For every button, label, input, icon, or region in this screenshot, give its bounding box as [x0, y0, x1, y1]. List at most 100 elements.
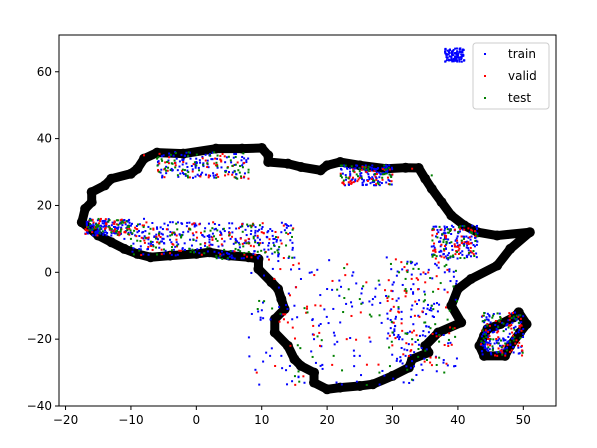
point-train [257, 310, 260, 313]
africa-outline-point [446, 300, 457, 311]
point-test [247, 251, 250, 254]
point-test [431, 227, 434, 230]
point-test [258, 243, 261, 246]
point-train [347, 183, 350, 186]
point-train [203, 244, 206, 247]
point-valid [352, 181, 355, 184]
point-train [487, 341, 490, 344]
point-valid [463, 228, 466, 231]
point-valid [457, 245, 460, 248]
point-train [448, 55, 451, 58]
point-test [248, 242, 251, 245]
africa-outline-point [400, 162, 411, 173]
point-valid [343, 183, 346, 186]
point-test [388, 173, 391, 176]
point-test [132, 253, 135, 256]
point-valid [166, 169, 169, 172]
point-valid [365, 363, 368, 366]
point-valid [128, 227, 131, 230]
point-train [284, 223, 287, 226]
point-valid [220, 237, 223, 240]
point-train [171, 221, 174, 224]
point-train [361, 181, 364, 184]
point-valid [497, 330, 500, 333]
point-train [410, 273, 413, 276]
point-test [290, 235, 293, 238]
point-test [443, 265, 446, 268]
point-test [515, 314, 518, 317]
point-train [427, 268, 430, 271]
point-test [241, 225, 244, 228]
point-valid [171, 243, 174, 246]
africa-outline-point [276, 294, 287, 305]
point-train [390, 166, 393, 169]
point-test [452, 254, 455, 257]
point-train [163, 242, 166, 245]
africa-outline-point [309, 377, 320, 388]
point-train [157, 160, 160, 163]
africa-outline-point [106, 237, 117, 248]
point-test [214, 237, 217, 240]
point-valid [381, 168, 384, 171]
point-valid [446, 291, 449, 294]
point-train [343, 164, 346, 167]
point-valid [143, 241, 146, 244]
point-train [498, 337, 501, 340]
point-train [400, 346, 403, 349]
point-train [231, 171, 234, 174]
point-valid [389, 309, 392, 312]
point-train [417, 314, 420, 317]
point-train [390, 268, 393, 271]
point-train [480, 350, 483, 353]
point-valid [244, 239, 247, 242]
point-train [446, 364, 449, 367]
point-test [155, 246, 158, 249]
point-train [206, 250, 209, 253]
point-test [166, 160, 169, 163]
point-valid [207, 176, 210, 179]
point-train [485, 316, 488, 319]
point-train [361, 183, 364, 186]
point-valid [467, 241, 470, 244]
point-train [196, 173, 199, 176]
point-valid [339, 172, 342, 175]
point-train [451, 60, 454, 63]
point-train [310, 350, 313, 353]
point-train [460, 51, 463, 54]
point-train [350, 301, 353, 304]
point-valid [274, 230, 277, 233]
point-train [289, 239, 292, 242]
point-train [163, 222, 166, 225]
point-valid [160, 248, 163, 251]
point-test [108, 219, 111, 222]
point-valid [140, 236, 143, 239]
point-train [165, 165, 168, 168]
point-train [400, 310, 403, 313]
point-valid [458, 244, 461, 247]
point-test [206, 246, 209, 249]
point-test [227, 155, 230, 158]
point-valid [350, 181, 353, 184]
point-train [320, 345, 323, 348]
point-train [459, 56, 462, 59]
point-test [97, 217, 100, 220]
point-test [275, 236, 278, 239]
point-train [271, 267, 274, 270]
point-train [432, 315, 435, 318]
point-test [339, 175, 342, 178]
africa-outline-point [387, 370, 398, 381]
point-train [425, 313, 428, 316]
point-valid [128, 233, 131, 236]
point-valid [427, 271, 430, 274]
point-train [456, 50, 459, 53]
point-valid [474, 230, 477, 233]
point-train [166, 235, 169, 238]
point-valid [182, 161, 185, 164]
point-train [511, 321, 514, 324]
point-train [495, 351, 498, 354]
point-test [125, 220, 128, 223]
point-train [475, 225, 478, 228]
point-train [153, 235, 156, 238]
point-train [512, 351, 515, 354]
point-valid [198, 223, 201, 226]
